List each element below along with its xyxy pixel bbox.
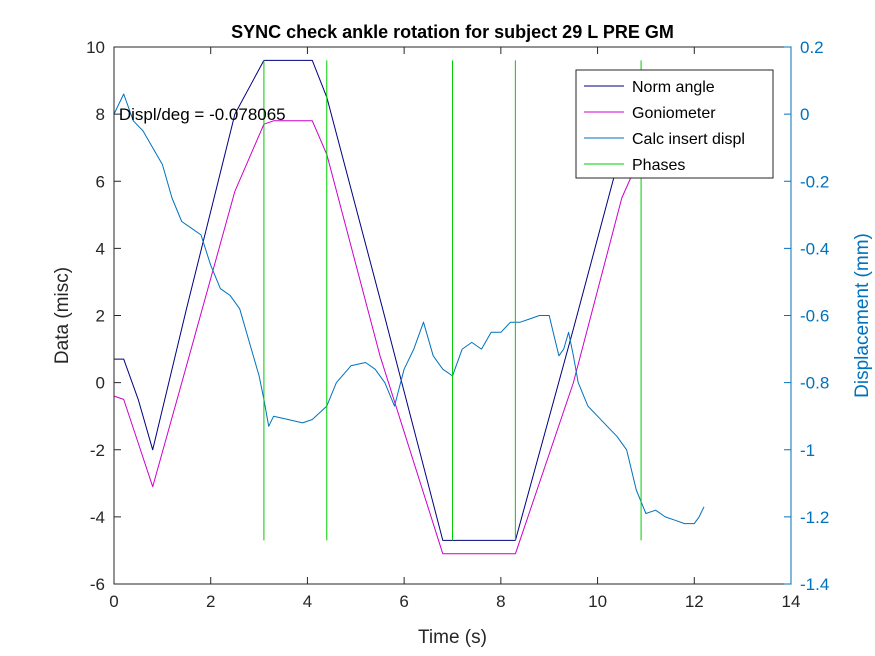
y-tick-label-left: -6: [90, 575, 105, 594]
legend-box: [575, 69, 774, 179]
ticks-layer: 0 2 4 6 8 10 12 14 -6 -4 -2 0 2 4 6 8 10 -1.4 -1.2 -1 -0.8 -0…: [86, 38, 829, 611]
displacement-ratio-annotation: Displ/deg = -0.078065: [119, 105, 286, 124]
y-tick-label-right: -1.2: [800, 508, 829, 527]
y-tick-label-left: -2: [90, 441, 105, 460]
y-tick-label-left: 4: [96, 239, 105, 258]
y-tick-label-right: -0.2: [800, 172, 829, 191]
y-tick-label-left: 10: [86, 38, 105, 57]
y-axis-label-left: Data (misc): [52, 267, 73, 364]
x-tick-label: 14: [782, 592, 801, 611]
y-tick-label-right: -0.4: [800, 239, 829, 258]
y-tick-label-right: -1: [800, 441, 815, 460]
y-tick-label-right: -0.8: [800, 374, 829, 393]
x-tick-label: 8: [496, 592, 505, 611]
y-tick-label-left: 2: [96, 307, 105, 326]
y-tick-label-right: -0.6: [800, 307, 829, 326]
x-axis-label: Time (s): [418, 627, 487, 648]
y-tick-label-right: -1.4: [800, 575, 829, 594]
series-line-norm-angle: [114, 59, 642, 541]
legend-label-norm-angle: Norm angle: [632, 79, 715, 96]
series-line-calc-insert-displ: [113, 93, 705, 525]
x-tick-label: 10: [588, 592, 607, 611]
x-tick-label: 6: [399, 592, 408, 611]
legend: Norm angle Goniometer Calc insert displ Pha…: [575, 69, 774, 179]
y-tick-label-right: 0: [800, 105, 809, 124]
y-tick-label-left: 0: [96, 374, 105, 393]
x-tick-label: 2: [206, 592, 215, 611]
series-line-goniometer: [113, 120, 642, 555]
legend-label-phases: Phases: [632, 157, 685, 174]
y-tick-label-left: 6: [96, 172, 105, 191]
x-tick-label: 4: [303, 592, 312, 611]
x-tick-label: 12: [685, 592, 704, 611]
legend-label-calc-insert-displ: Calc insert displ: [632, 131, 745, 148]
y-axis-label-right: Displacement (mm): [852, 233, 873, 398]
chart-title: SYNC check ankle rotation for subject 29…: [231, 22, 674, 42]
x-tick-label: 0: [109, 592, 118, 611]
legend-label-goniometer: Goniometer: [632, 105, 716, 122]
y-tick-label-left: 8: [96, 105, 105, 124]
series-layer: [113, 59, 705, 555]
y-tick-label-left: -4: [90, 508, 105, 527]
y-tick-label-right: 0.2: [800, 38, 824, 57]
